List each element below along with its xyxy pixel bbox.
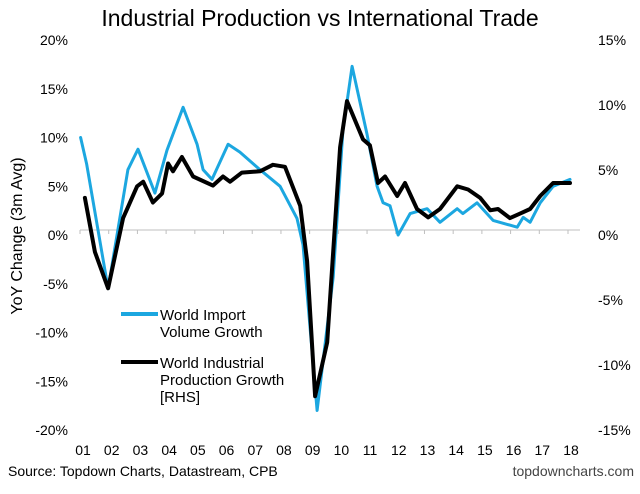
source-note: Source: Topdown Charts, Datastream, CPB bbox=[8, 463, 278, 479]
x-tick-label: 17 bbox=[535, 442, 551, 458]
y-tick-label: 0% bbox=[48, 227, 68, 243]
y-tick-label: -10% bbox=[35, 325, 68, 341]
watermark: topdowncharts.com bbox=[513, 463, 634, 479]
x-tick-label: 09 bbox=[305, 442, 321, 458]
x-tick-label: 06 bbox=[219, 442, 235, 458]
x-tick-label: 11 bbox=[363, 442, 378, 458]
x-tick-label: 05 bbox=[190, 442, 206, 458]
legend-label: World Import bbox=[160, 307, 246, 324]
y-tick-label: -15% bbox=[35, 373, 68, 389]
legend: World Import Volume Growth World Industr… bbox=[121, 307, 284, 406]
x-tick-label: 01 bbox=[75, 442, 91, 458]
legend-label: [RHS] bbox=[160, 389, 200, 406]
y2-tick-label: 15% bbox=[598, 32, 626, 48]
y2-tick-label: 10% bbox=[598, 97, 626, 113]
legend-label: Production Growth bbox=[160, 372, 284, 389]
x-tick-label: 04 bbox=[161, 442, 177, 458]
x-tick-label: 12 bbox=[391, 442, 407, 458]
x-tick-label: 07 bbox=[247, 442, 263, 458]
y2-tick-label: 0% bbox=[598, 227, 618, 243]
series-line-industrial-production bbox=[82, 99, 572, 399]
y-tick-label: 15% bbox=[40, 81, 68, 97]
y2-tick-label: 5% bbox=[598, 162, 618, 178]
x-tick-label: 16 bbox=[506, 442, 522, 458]
y-tick-label: 5% bbox=[48, 178, 68, 194]
chart-title: Industrial Production vs International T… bbox=[101, 5, 538, 31]
x-tick-label: 03 bbox=[133, 442, 149, 458]
x-tick-label: 08 bbox=[276, 442, 292, 458]
y-tick-label: 20% bbox=[40, 32, 68, 48]
x-tick-label: 15 bbox=[477, 442, 493, 458]
x-tick-label: 02 bbox=[104, 442, 120, 458]
y-tick-label: 10% bbox=[40, 130, 68, 146]
y2-tick-label: -10% bbox=[598, 357, 631, 373]
y-tick-label: -5% bbox=[43, 276, 68, 292]
y-tick-label: -20% bbox=[35, 422, 68, 438]
y2-tick-label: -5% bbox=[598, 292, 623, 308]
legend-label: World Industrial bbox=[160, 355, 264, 372]
x-tick-label: 10 bbox=[334, 442, 350, 458]
x-tick-label: 13 bbox=[420, 442, 436, 458]
y2-tick-label: -15% bbox=[598, 422, 631, 438]
y-axis-label: YoY Change (3m Avg) bbox=[9, 157, 26, 314]
legend-label: Volume Growth bbox=[160, 324, 263, 341]
x-tick-label: 14 bbox=[448, 442, 464, 458]
x-tick-label: 18 bbox=[563, 442, 579, 458]
